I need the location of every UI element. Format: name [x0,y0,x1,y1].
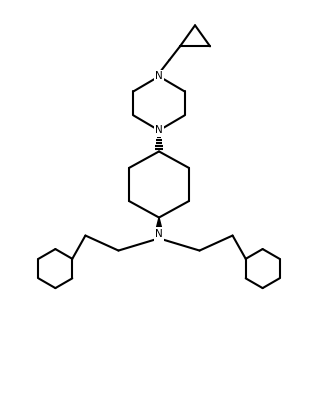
Text: N: N [155,126,163,135]
Text: N: N [155,229,163,239]
Text: N: N [155,71,163,81]
Polygon shape [156,217,162,230]
